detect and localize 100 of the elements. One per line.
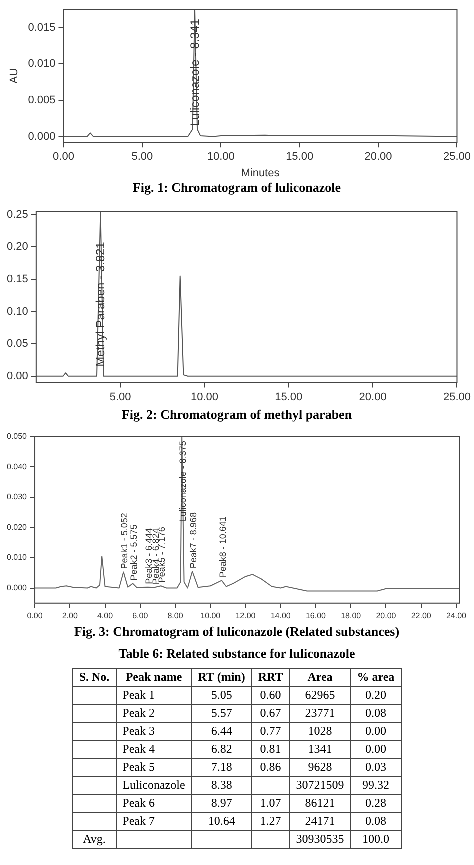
text: 0.00 (365, 724, 386, 738)
y-tick-label: 0.15 (6, 273, 28, 286)
text: 9628 (308, 760, 332, 774)
y-tick-label: 0.020 (6, 522, 28, 532)
x-tick-label: 10.00 (200, 611, 222, 620)
y-tick-label: 0.000 (28, 130, 56, 143)
x-tick-label: 20.00 (364, 151, 392, 164)
category-label: RT (min) (192, 668, 252, 686)
x-tick-label: 18.00 (341, 611, 362, 620)
y-tick-label: 0.00 (6, 370, 28, 382)
text: 5.57 (211, 706, 232, 720)
text: Table 6: Related substance for luliconazole (118, 646, 356, 662)
annotation: Peak1 - 5.052 (120, 513, 130, 570)
annotation: Methyl Paraben - 3.821 (94, 242, 108, 367)
y-tick-label: 0.040 (6, 462, 28, 472)
text: 10.64 (208, 814, 236, 828)
category-label: Peak name (116, 668, 192, 686)
text: 1.27 (260, 814, 282, 828)
text: 0.08 (365, 706, 386, 720)
text: Peak 4 (122, 742, 155, 756)
text: 0.28 (365, 796, 386, 810)
text: 24171 (305, 814, 336, 828)
x-tick-label: 10.00 (207, 151, 235, 164)
text: 0.67 (260, 706, 282, 720)
text: Peak 2 (122, 706, 155, 720)
text: Fig. 2: Chromatogram of methyl paraben (120, 407, 354, 423)
x-tick-label: 5.00 (132, 151, 154, 164)
text: Peak 1 (122, 688, 155, 702)
annotation: Luliconazole - 8.375 (178, 441, 188, 522)
y-tick-label: 0.050 (6, 432, 28, 442)
x-tick-label: 22.00 (411, 611, 432, 620)
x-axis-title: Minutes (241, 167, 280, 180)
x-tick-label: 25.00 (443, 391, 471, 404)
x-tick-label: 15.00 (275, 391, 303, 404)
text: Fig. 3: Chromatogram of luliconazole (Related substances) (73, 624, 401, 640)
x-tick-label: 16.00 (306, 611, 327, 620)
text: Fig. 1: Chromatogram of luliconazole (132, 180, 342, 196)
text: Avg. (83, 832, 106, 846)
text: 30930535 (296, 832, 344, 846)
y-tick-label: 0.010 (6, 553, 28, 562)
annotation: Peak7 - 8.968 (188, 512, 199, 569)
text: 0.00 (365, 742, 386, 756)
text: 23771 (305, 706, 336, 720)
x-tick-label: 2.00 (62, 611, 78, 620)
text: 5.05 (211, 688, 232, 702)
text: 86121 (305, 796, 336, 810)
text: Peak 3 (122, 724, 155, 738)
y-tick-label: 0.25 (6, 208, 28, 221)
category-label: RRT (252, 668, 290, 686)
text: 0.20 (365, 688, 386, 702)
text: 62965 (305, 688, 336, 702)
text: 8.97 (211, 796, 232, 810)
y-tick-label: 0.05 (6, 338, 28, 350)
x-tick-label: 0.00 (53, 151, 74, 164)
text: 0.86 (260, 760, 282, 774)
text: 8.38 (211, 778, 232, 792)
category-label: % area (350, 668, 402, 686)
annotation: Peak2 - 5.575 (128, 524, 139, 581)
y-axis-title: AU (8, 68, 21, 84)
y-tick-label: 0.10 (6, 306, 28, 318)
annotation: Peak8 - 10.641 (218, 516, 228, 578)
y-tick-label: 0.000 (6, 583, 28, 592)
x-tick-label: 20.00 (359, 391, 387, 404)
text: Peak 5 (122, 760, 155, 774)
text: 0.03 (365, 760, 386, 774)
text: 100.0 (362, 832, 390, 846)
x-tick-label: 5.00 (110, 391, 132, 404)
x-tick-label: 20.00 (376, 611, 397, 620)
x-tick-label: 8.00 (168, 611, 184, 620)
text: 0.60 (260, 688, 282, 702)
x-tick-label: 24.00 (446, 611, 468, 620)
text: 1.07 (260, 796, 282, 810)
x-tick-label: 25.00 (443, 151, 471, 164)
text: Luliconazole (122, 778, 186, 792)
x-tick-label: 14.00 (270, 611, 292, 620)
text: 30721509 (296, 778, 344, 792)
text: 6.44 (211, 724, 232, 738)
annotation: Luliconazole - 8.341 (188, 18, 202, 127)
text: 1341 (308, 742, 332, 756)
x-tick-label: 12.00 (236, 611, 256, 620)
y-tick-label: 0.005 (28, 94, 56, 106)
y-tick-label: 0.030 (6, 492, 28, 502)
text: 99.32 (362, 778, 390, 792)
text: 6.82 (211, 742, 232, 756)
x-tick-label: 4.00 (97, 611, 114, 620)
text: Peak 7 (122, 814, 155, 828)
text: 7.18 (211, 760, 232, 774)
text: 1028 (308, 724, 332, 738)
y-tick-label: 0.20 (6, 241, 28, 254)
category-label: Area (290, 668, 351, 686)
text: 0.08 (365, 814, 386, 828)
x-tick-label: 15.00 (286, 151, 314, 164)
y-tick-label: 0.010 (28, 58, 56, 70)
x-tick-label: 6.00 (132, 611, 149, 620)
text: 0.81 (260, 742, 282, 756)
text: 0.77 (260, 724, 282, 738)
x-tick-label: 10.00 (190, 391, 219, 404)
y-tick-label: 0.015 (28, 22, 56, 34)
category-label: S. No. (72, 668, 116, 686)
text: Peak 6 (122, 796, 155, 810)
